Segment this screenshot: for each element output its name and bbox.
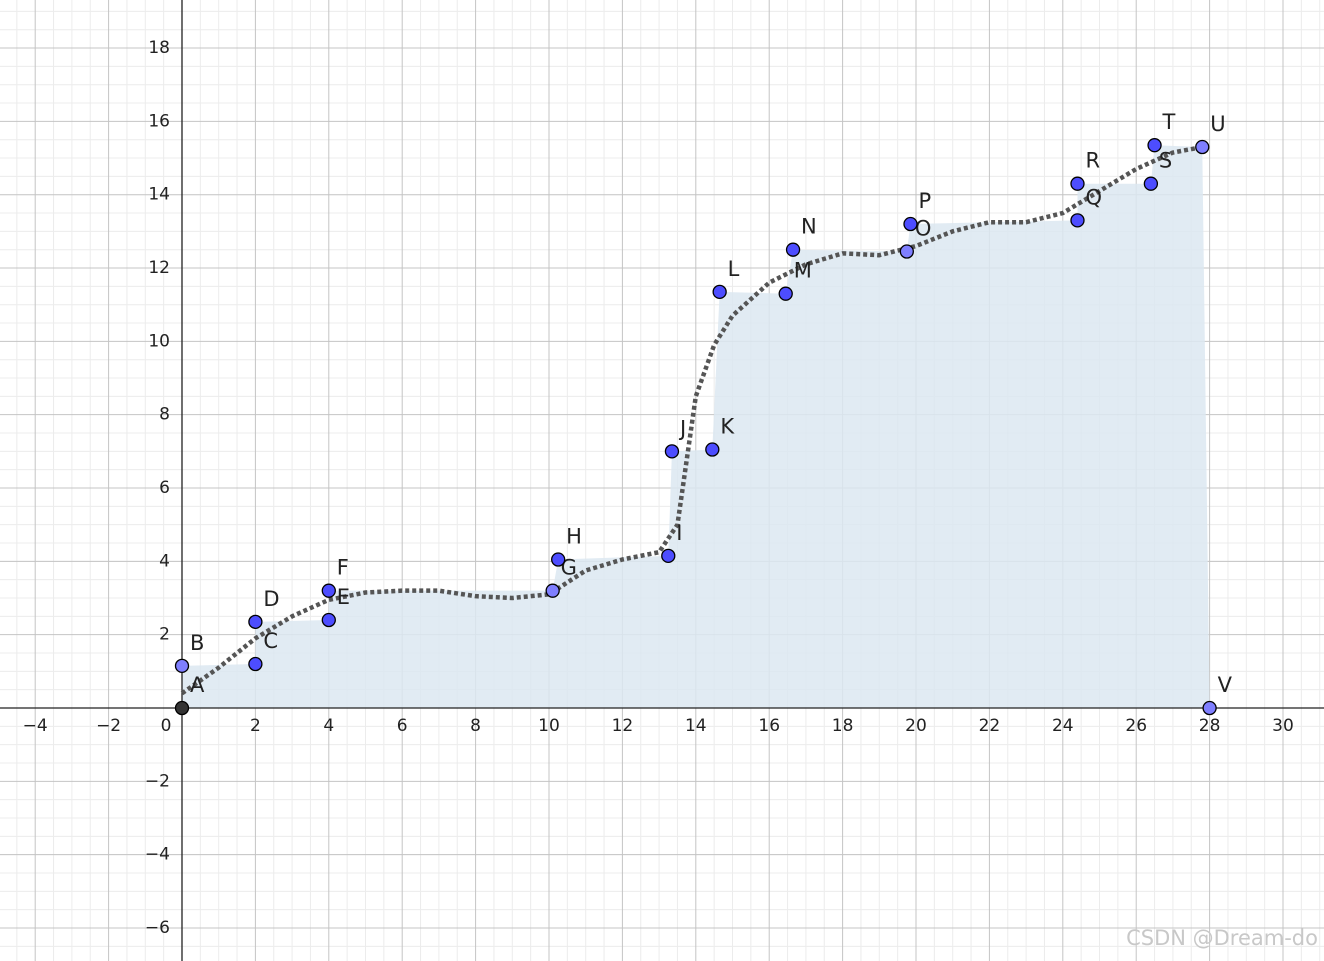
x-tick-label: 10 [538,716,560,736]
y-tick-label: −4 [145,845,170,865]
point [899,244,914,259]
x-tick-label: 2 [250,716,261,736]
point [903,216,918,232]
point-label: U [1210,112,1225,136]
x-tick-label: 30 [1272,716,1294,736]
y-tick-label: 14 [148,185,170,205]
x-tick-label: −4 [23,716,48,736]
x-tick-label: 26 [1125,716,1147,736]
point [174,658,190,673]
point-label: R [1085,149,1100,173]
point [1070,213,1085,228]
point-label: H [566,525,582,549]
point-label: K [720,415,735,439]
y-tick-label: 4 [159,551,170,571]
x-tick-label: 12 [612,716,634,736]
point [661,548,676,563]
y-tick-label: 8 [159,405,170,425]
x-tick-label: 6 [397,716,408,736]
area [181,145,1210,709]
watermark: CSDN @Dream-do [1126,926,1318,950]
point-label: N [801,215,817,239]
point [778,286,793,301]
point [248,656,263,672]
point-label: V [1218,673,1233,697]
point-label: C [263,629,278,653]
point [551,552,566,567]
y-tick-label: 6 [159,478,170,498]
y-tick-label: −2 [145,771,170,791]
x-tick-label: 8 [470,716,481,736]
point-label: A [190,673,205,697]
point-label: J [678,416,686,440]
point [1143,176,1159,191]
x-tick-label: 20 [905,716,927,736]
y-tick-label: 2 [159,625,170,645]
y-tick-label: 16 [148,111,170,131]
point [712,284,727,300]
point-label: Q [1085,185,1102,209]
polygon-area [181,145,1210,709]
x-tick-label: 16 [758,716,780,736]
point-label: M [794,259,812,283]
point [248,614,263,629]
y-tick-label: 18 [148,38,170,58]
point-label: F [337,556,349,580]
point-label: B [190,631,204,655]
point [1147,138,1162,153]
x-tick-label: 28 [1199,716,1221,736]
point-label: D [263,587,279,611]
point [1202,700,1217,716]
point [1070,176,1085,191]
fit-curve [180,144,1203,696]
x-tick-label: 22 [979,716,1001,736]
point [321,612,336,628]
point [705,442,720,457]
point [545,583,560,598]
point-label: S [1159,149,1172,173]
point [321,583,336,598]
point-label: O [915,217,932,241]
point [1195,139,1210,155]
x-tick-label: 24 [1052,716,1074,736]
point-label: L [728,257,740,281]
point-label: T [1162,110,1176,134]
y-tick-label: −6 [145,918,170,938]
point-label: I [676,521,682,545]
x-tick-label: 14 [685,716,707,736]
point-label: E [337,585,350,609]
y-tick-label: 10 [148,331,170,351]
x-tick-label: 18 [832,716,854,736]
point [664,444,680,459]
y-tick-label: 12 [148,258,170,278]
point [174,700,190,716]
x-tick-label: 0 [161,716,172,736]
x-tick-label: −2 [96,716,121,736]
point-label: P [918,189,931,213]
marks: AB CD EF GH IJ KL MN OP QR ST UV [174,110,1233,716]
point [785,242,801,257]
x-tick-label: 4 [323,716,334,736]
